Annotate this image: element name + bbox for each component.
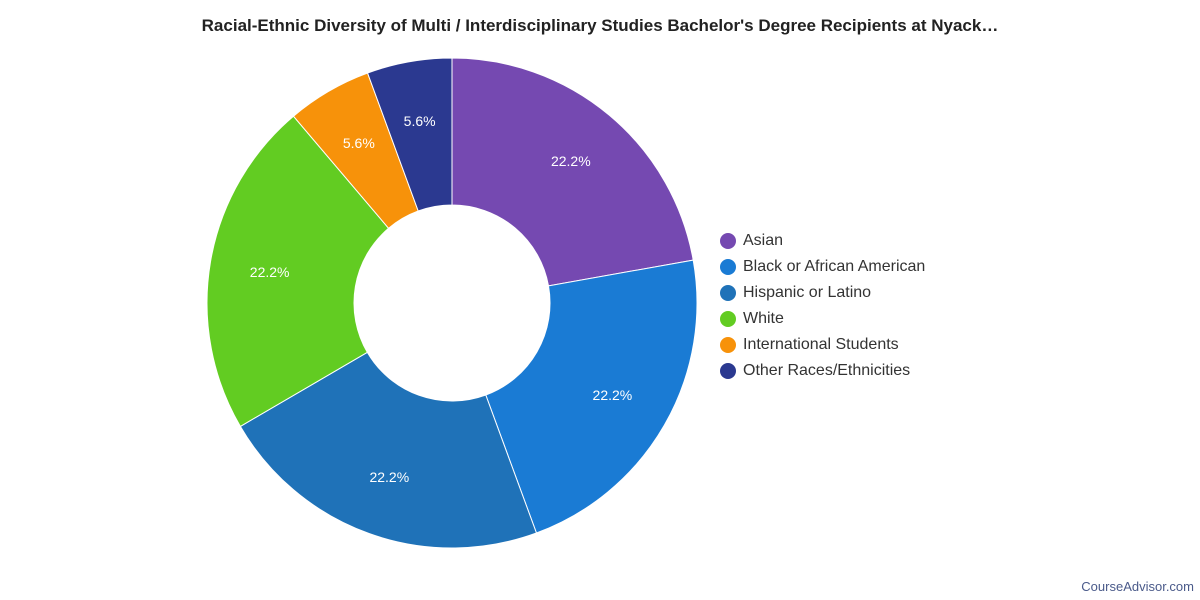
legend-label: Hispanic or Latino xyxy=(743,284,872,301)
legend-swatch xyxy=(720,259,736,275)
legend-swatch xyxy=(720,337,736,353)
legend-item-international-students[interactable]: International Students xyxy=(720,332,925,358)
slice-label-hispanic-or-latino: 22.2% xyxy=(369,469,409,485)
slice-black-or-african-american[interactable] xyxy=(485,259,698,534)
slice-label-other-races-ethnicities: 5.6% xyxy=(404,113,436,129)
slice-asian[interactable] xyxy=(451,57,694,287)
legend-swatch xyxy=(720,363,736,379)
footer-credit-link[interactable]: CourseAdvisor.com xyxy=(1081,579,1194,594)
slice-label-white: 22.2% xyxy=(250,264,290,280)
legend-swatch xyxy=(720,233,736,249)
slice-hispanic-or-latino[interactable] xyxy=(239,351,538,549)
legend-swatch xyxy=(720,285,736,301)
legend-item-black-or-african-american[interactable]: Black or African American xyxy=(720,254,925,280)
legend-label: Other Races/Ethnicities xyxy=(743,362,911,379)
legend-item-asian[interactable]: Asian xyxy=(720,228,925,254)
legend-item-white[interactable]: White xyxy=(720,306,925,332)
slice-label-black-or-african-american: 22.2% xyxy=(593,387,633,403)
slice-label-international-students: 5.6% xyxy=(343,135,375,151)
slice-other-races-ethnicities[interactable] xyxy=(366,57,453,212)
slice-label-asian: 22.2% xyxy=(551,153,591,169)
legend-label: International Students xyxy=(743,336,899,353)
legend-label: White xyxy=(743,310,784,327)
legend-item-hispanic-or-latino[interactable]: Hispanic or Latino xyxy=(720,280,925,306)
legend-item-other-races-ethnicities[interactable]: Other Races/Ethnicities xyxy=(720,358,925,384)
legend-label: Asian xyxy=(743,232,784,249)
slice-white[interactable] xyxy=(206,115,390,428)
chart-title: Racial-Ethnic Diversity of Multi / Inter… xyxy=(201,16,999,35)
legend-swatch xyxy=(720,311,736,327)
chart-legend: Asian Black or African American Hispanic… xyxy=(720,228,925,384)
legend-label: Black or African American xyxy=(743,258,926,275)
